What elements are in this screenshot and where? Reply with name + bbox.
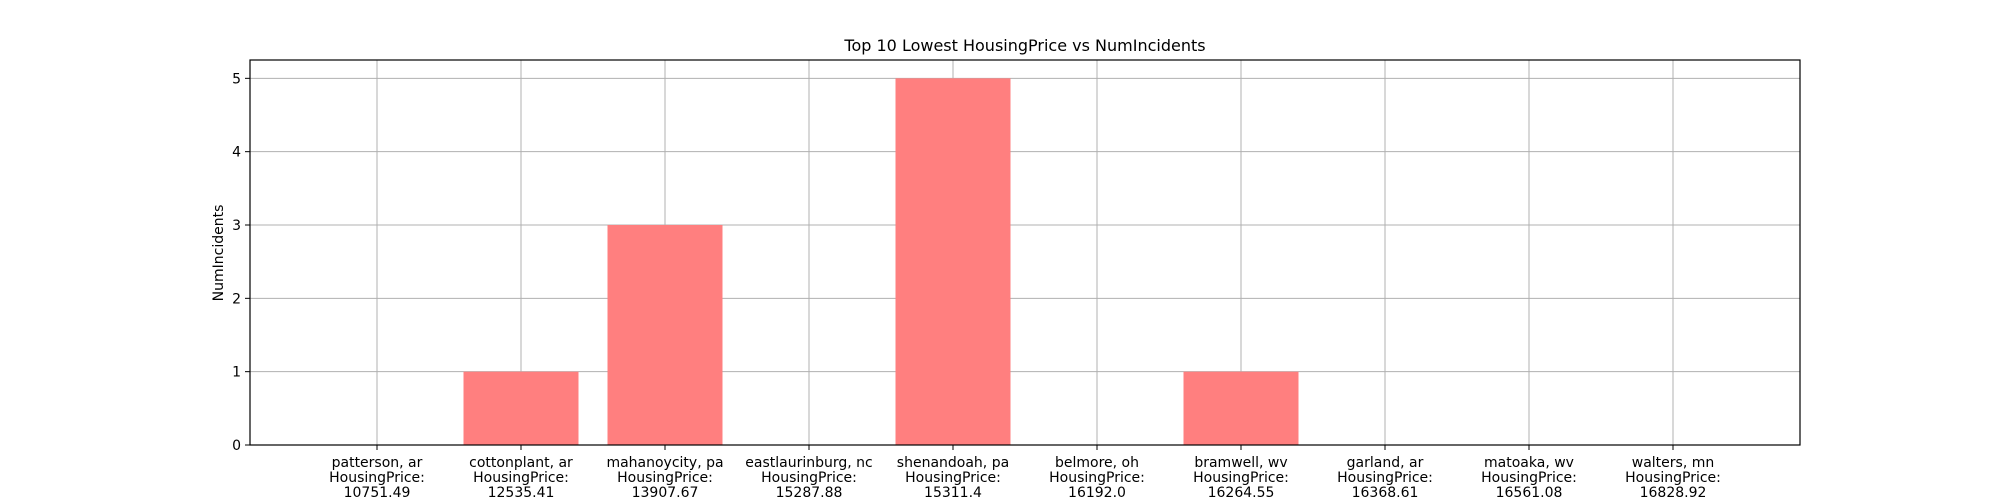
x-tick-label: garland, ar HousingPrice: 16368.61 [1337, 455, 1433, 500]
bar [463, 371, 579, 445]
y-tick-label: 0 [232, 438, 241, 454]
y-axis-label: NumIncidents [211, 205, 227, 302]
x-tick-label: cottonplant, ar HousingPrice: 12535.41 [469, 455, 573, 500]
x-tick-label: walters, mn HousingPrice: 16828.92 [1625, 455, 1721, 500]
x-axis-ticks: patterson, ar HousingPrice: 10751.49 cotton… [329, 445, 1721, 500]
y-tick-label: 2 [232, 291, 241, 307]
bars [463, 78, 1299, 445]
x-tick-label: eastlaurinburg, nc HousingPrice: 15287.88 [745, 455, 872, 500]
bar [1183, 371, 1299, 445]
x-tick-label: shenandoah, pa HousingPrice: 15311.4 [897, 455, 1009, 500]
bar [895, 78, 1011, 445]
x-tick-label: patterson, ar HousingPrice: 10751.49 [329, 455, 425, 500]
x-tick-label: mahanoycity, pa HousingPrice: 13907.67 [606, 455, 723, 500]
y-tick-label: 1 [232, 365, 241, 381]
x-tick-label: matoaka, wv HousingPrice: 16561.08 [1481, 455, 1577, 500]
chart-title: Top 10 Lowest HousingPrice vs NumInciden… [843, 36, 1205, 55]
x-tick-label: belmore, oh HousingPrice: 16192.0 [1049, 455, 1145, 500]
y-tick-label: 5 [232, 71, 241, 87]
x-tick-label: bramwell, wv HousingPrice: 16264.55 [1193, 455, 1289, 500]
y-tick-label: 4 [232, 145, 241, 161]
y-axis-ticks: 0 1 2 3 4 5 [232, 71, 250, 454]
plot-frame [249, 59, 1801, 446]
y-tick-label: 3 [232, 218, 241, 234]
bar [607, 225, 723, 445]
